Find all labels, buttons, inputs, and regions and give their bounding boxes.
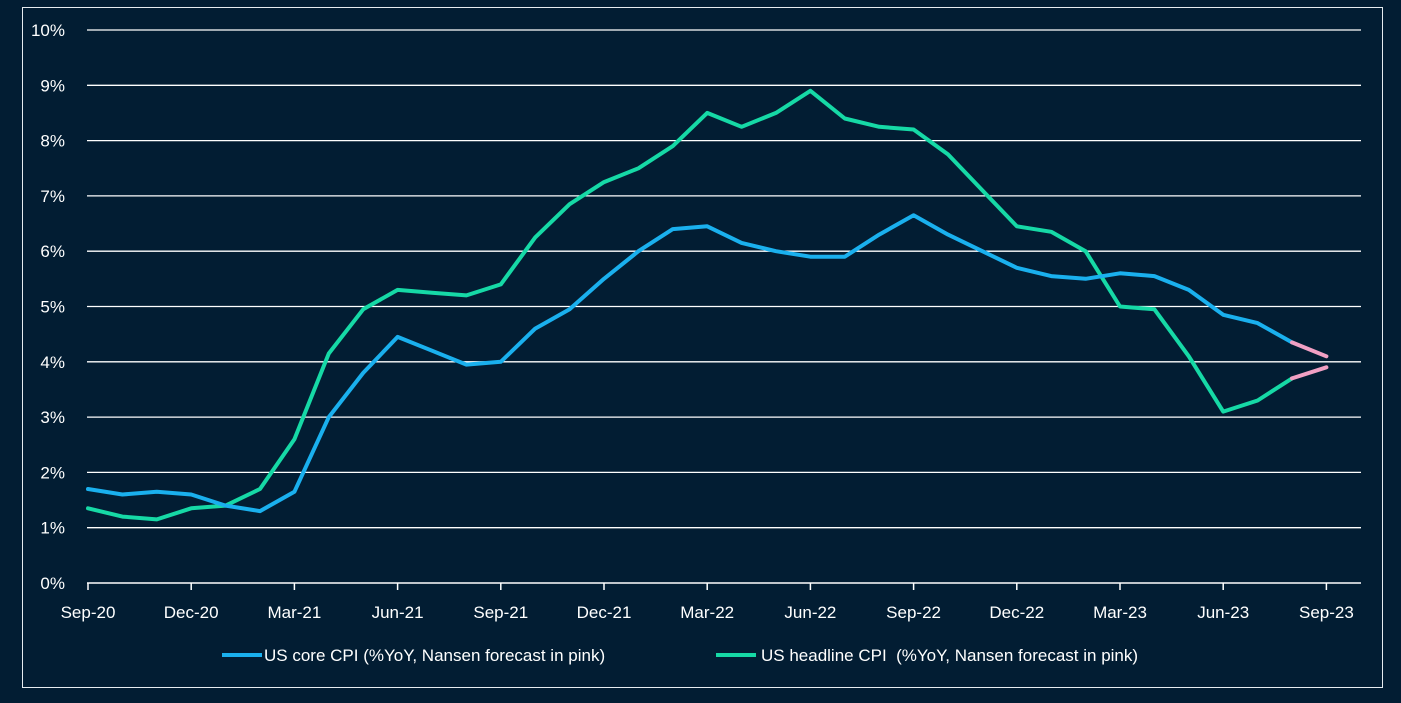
- x-tick-label: Mar-23: [1093, 603, 1147, 622]
- y-tick-label: 10%: [31, 21, 65, 40]
- x-tick-label: Dec-20: [164, 603, 219, 622]
- y-tick-label: 4%: [40, 353, 65, 372]
- x-tick-label: Dec-21: [577, 603, 632, 622]
- legend-label-core: US core CPI (%YoY, Nansen forecast in pi…: [264, 646, 605, 665]
- series-line-headline: [86, 88, 1294, 522]
- chart-frame: [22, 7, 1383, 688]
- legend: US core CPI (%YoY, Nansen forecast in pi…: [222, 646, 1138, 665]
- y-tick-label: 7%: [40, 187, 65, 206]
- legend-item-headline[interactable]: US headline CPI (%YoY, Nansen forecast i…: [716, 646, 1138, 665]
- series-lines: [86, 88, 1329, 522]
- y-tick-label: 5%: [40, 298, 65, 317]
- x-tick-label: Mar-21: [267, 603, 321, 622]
- x-tick-label: Dec-22: [989, 603, 1044, 622]
- legend-item-core[interactable]: US core CPI (%YoY, Nansen forecast in pi…: [222, 646, 605, 665]
- y-tick-label: 8%: [40, 132, 65, 151]
- x-tick-label: Jun-21: [372, 603, 424, 622]
- x-tick-label: Mar-22: [680, 603, 734, 622]
- x-axis: Sep-20 Dec-20 Mar-21 Jun-21 Sep-21 Dec-21 Mar-…: [61, 582, 1361, 622]
- y-tick-label: 3%: [40, 408, 65, 427]
- forecast-line-core: [1290, 340, 1329, 359]
- y-tick-label: 2%: [40, 463, 65, 482]
- x-tick-label: Jun-22: [784, 603, 836, 622]
- y-tick-label: 9%: [40, 76, 65, 95]
- legend-label-headline: US headline CPI (%YoY, Nansen forecast i…: [761, 646, 1138, 665]
- y-tick-label: 1%: [40, 519, 65, 538]
- y-axis-ticks: 0% 1% 2% 3% 4% 5% 6% 7% 8% 9% 10%: [31, 21, 65, 593]
- x-tick-label: Sep-22: [886, 603, 941, 622]
- x-tick-label: Sep-20: [61, 603, 116, 622]
- y-tick-label: 0%: [40, 574, 65, 593]
- gridlines: [87, 29, 1361, 529]
- x-tick-label: Sep-21: [473, 603, 528, 622]
- x-tick-label: Sep-23: [1299, 603, 1354, 622]
- series-line-core: [86, 213, 1294, 514]
- x-tick-label: Jun-23: [1197, 603, 1249, 622]
- y-tick-label: 6%: [40, 242, 65, 261]
- forecast-line-headline: [1290, 365, 1329, 381]
